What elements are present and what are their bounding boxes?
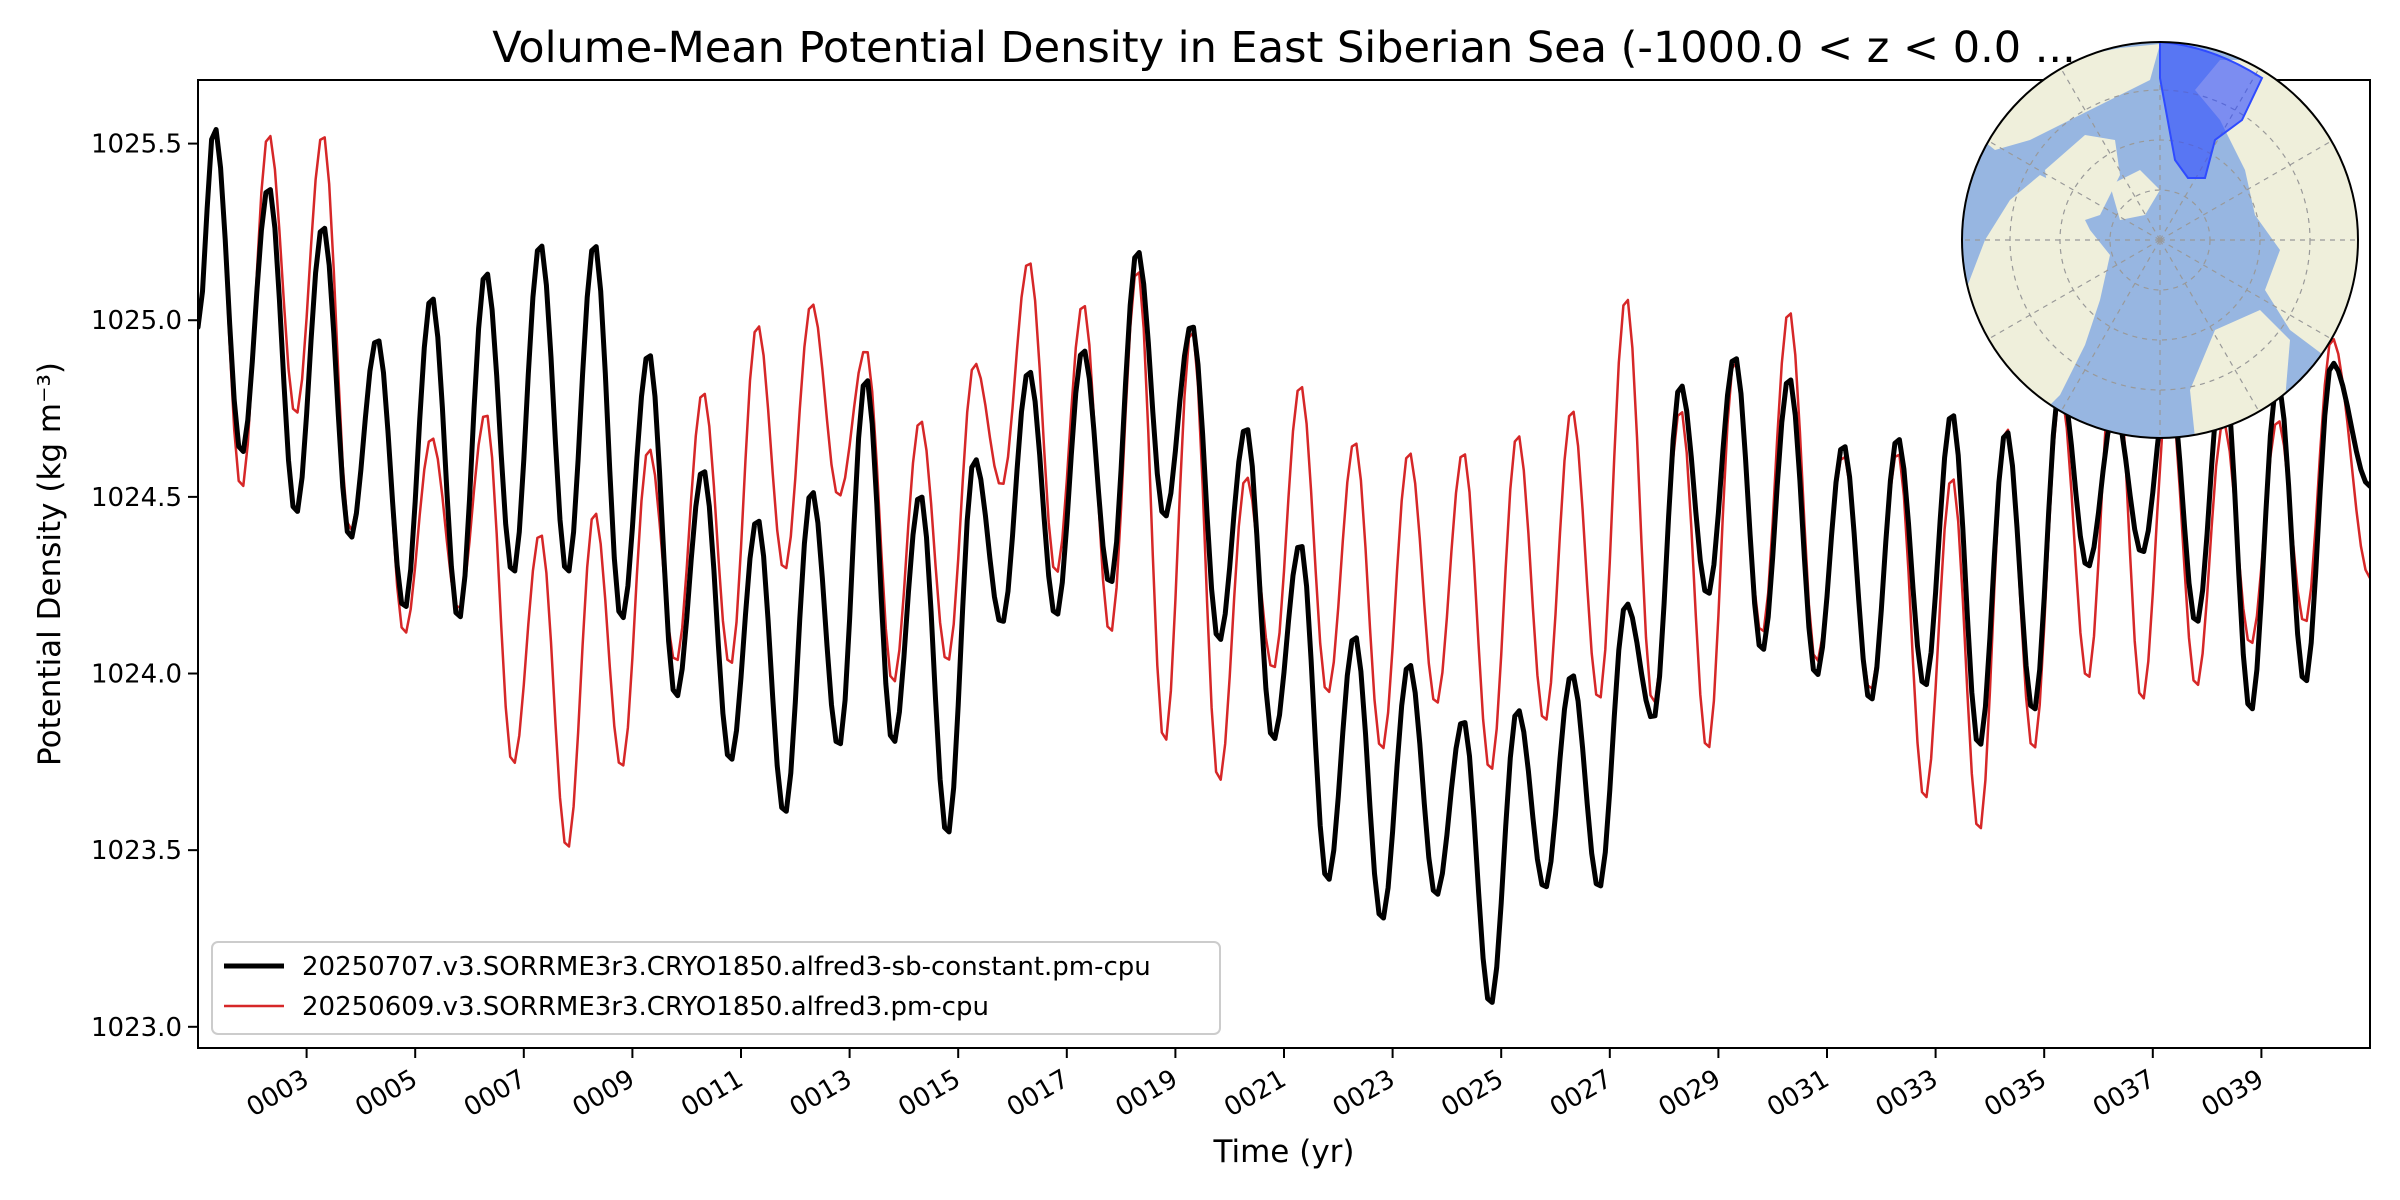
- map-graticule: [1962, 42, 2358, 438]
- y-axis: 1023.0 1023.5 1024.0 1024.5 1025.0 1025.5: [91, 130, 198, 1043]
- legend: 20250707.v3.SORRME3r3.CRYO1850.alfred3-s…: [211, 941, 1221, 1035]
- map-meridian: [1986, 139, 2161, 241]
- x-tick-label: 0027: [1545, 1064, 1617, 1123]
- map-meridian: [1986, 239, 2161, 341]
- map-meridian: [2059, 239, 2161, 414]
- x-tick-label: 0005: [350, 1064, 422, 1123]
- series-line-2: [198, 128, 2370, 848]
- x-tick-label: 0007: [459, 1064, 531, 1123]
- map-land-greenland: [2045, 135, 2120, 225]
- x-tick-label: 0011: [676, 1064, 748, 1123]
- x-tick-label: 0019: [1111, 1064, 1183, 1123]
- series-layer: [198, 127, 2370, 1005]
- map-meridian: [2159, 139, 2334, 241]
- y-tick-label: 1025.0: [91, 306, 182, 336]
- x-tick-label: 0009: [568, 1064, 640, 1123]
- y-tick-label: 1023.0: [91, 1013, 182, 1043]
- legend-box: [211, 941, 1221, 1035]
- y-tick-label: 1024.5: [91, 483, 182, 513]
- map-land-eurasia: [2195, 60, 2358, 360]
- x-axis: 0003 0005 0007 0009 0011 0013 0015 0017 0019 0021…: [242, 1048, 2269, 1123]
- map-meridian: [2059, 66, 2161, 241]
- x-tick-label: 0017: [1002, 1064, 1074, 1123]
- y-tick-label: 1023.5: [91, 836, 182, 866]
- plot-area: [198, 127, 2370, 1005]
- inset-polar-map: [1961, 41, 2359, 439]
- legend-label-series-1: 20250707.v3.SORRME3r3.CRYO1850.alfred3-s…: [302, 952, 1151, 982]
- map-land-siberia-west: [1970, 44, 2160, 150]
- x-tick-label: 0039: [2197, 1064, 2269, 1123]
- x-tick-label: 0037: [2088, 1064, 2160, 1123]
- x-axis-label: Time (yr): [1213, 1134, 1355, 1170]
- map-meridian: [2159, 239, 2334, 341]
- x-tick-label: 0033: [1871, 1064, 1943, 1123]
- map-meridian: [2159, 239, 2261, 414]
- map-border: [1961, 41, 2359, 439]
- legend-label-series-2: 20250609.v3.SORRME3r3.CRYO1850.alfred3.p…: [302, 992, 989, 1022]
- x-tick-label: 0025: [1436, 1064, 1508, 1123]
- map-land-scandinavia: [2190, 310, 2290, 438]
- x-tick-label: 0015: [893, 1064, 965, 1123]
- y-axis-label: Potential Density (kg m⁻³): [32, 362, 68, 766]
- y-tick-label: 1024.0: [91, 660, 182, 690]
- series-line-1: [198, 127, 2370, 1005]
- x-tick-label: 0029: [1654, 1064, 1726, 1123]
- x-tick-label: 0035: [1979, 1064, 2051, 1123]
- x-tick-label: 0031: [1762, 1064, 1834, 1123]
- x-tick-label: 0021: [1219, 1064, 1291, 1123]
- map-highlight-region: [2159, 42, 2264, 179]
- x-tick-label: 0013: [785, 1064, 857, 1123]
- chart-title: Volume-Mean Potential Density in East Si…: [492, 23, 2076, 73]
- x-tick-label: 0003: [242, 1064, 314, 1123]
- x-tick-label: 0023: [1328, 1064, 1400, 1123]
- y-tick-label: 1025.5: [91, 130, 182, 160]
